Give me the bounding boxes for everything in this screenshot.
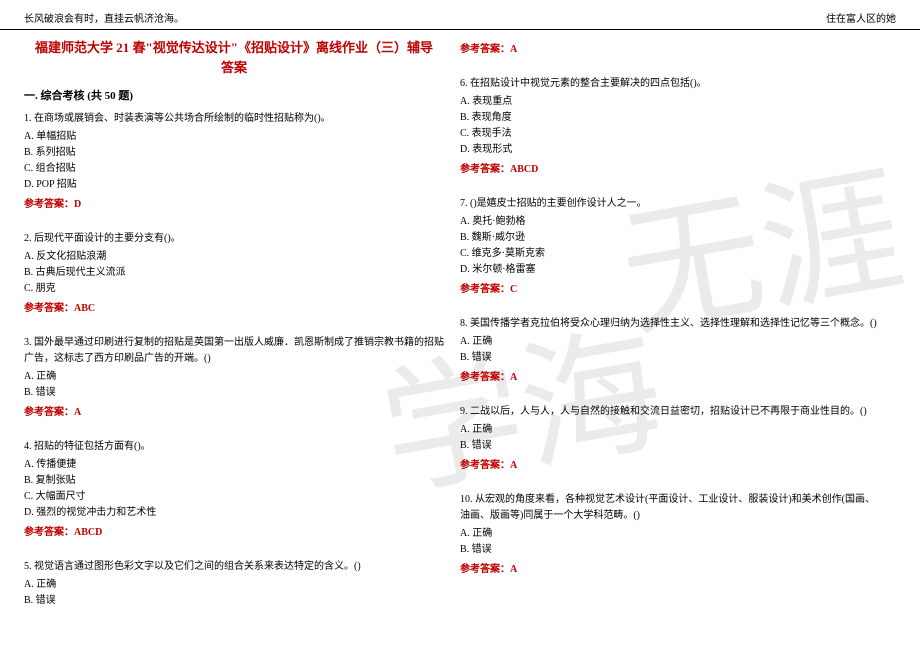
question-option: B. 魏斯·威尔逊	[460, 230, 880, 246]
question-option: A. 单幅招贴	[24, 129, 444, 145]
question-block: 4. 招贴的特征包括方面有()。 A. 传播便捷B. 复制张贴C. 大幅面尺寸D.…	[24, 439, 444, 541]
answer-label: 参考答案：ABCD	[24, 525, 444, 541]
question-block: 9. 二战以后，人与人，人与自然的接触和交流日益密切，招贴设计已不再限于商业性目…	[460, 404, 880, 474]
question-block: 2. 后现代平面设计的主要分支有()。 A. 反文化招贴浪潮B. 古典后现代主义流…	[24, 231, 444, 317]
question-option: B. 错误	[460, 350, 880, 366]
question-stem: 10. 从宏观的角度来看，各种视觉艺术设计(平面设计、工业设计、服装设计)和美术…	[460, 492, 880, 524]
section-heading: 一. 综合考核 (共 50 题)	[24, 87, 444, 103]
question-stem: 3. 国外最早通过印刷进行复制的招贴是英国第一出版人威廉．凯恩斯制成了推销宗教书…	[24, 335, 444, 367]
question-option: B. 错误	[460, 438, 880, 454]
question-block: 8. 美国传播学者克拉伯将受众心理归纳为选择性主义、选择性理解和选择性记忆等三个…	[460, 316, 880, 386]
question-option: B. 系列招贴	[24, 145, 444, 161]
page-header: 长风破浪会有时，直挂云帆济沧海。 住在富人区的她	[0, 0, 920, 30]
question-option: A. 正确	[460, 422, 880, 438]
question-option: C. 朋克	[24, 281, 444, 297]
question-stem: 2. 后现代平面设计的主要分支有()。	[24, 231, 444, 247]
question-option: B. 古典后现代主义流派	[24, 265, 444, 281]
left-column: 福建师范大学 21 春"视觉传达设计"《招贴设计》离线作业（三）辅导答案 一. …	[24, 38, 460, 627]
question-option: D. POP 招贴	[24, 177, 444, 193]
question-option: A. 正确	[460, 526, 880, 542]
question-option: C. 组合招贴	[24, 161, 444, 177]
question-option: C. 表现手法	[460, 126, 880, 142]
content: 福建师范大学 21 春"视觉传达设计"《招贴设计》离线作业（三）辅导答案 一. …	[0, 30, 920, 635]
question-option: B. 错误	[24, 385, 444, 401]
answer-label: 参考答案：ABC	[24, 301, 444, 317]
document-title: 福建师范大学 21 春"视觉传达设计"《招贴设计》离线作业（三）辅导答案	[24, 38, 444, 77]
question-option: B. 错误	[460, 542, 880, 558]
question-option: A. 传播便捷	[24, 457, 444, 473]
question-block: 6. 在招贴设计中视觉元素的整合主要解决的四点包括()。 A. 表现重点B. 表现…	[460, 76, 880, 178]
question-block: 5. 视觉语言通过图形色彩文字以及它们之间的组合关系来表达特定的含义。() A. …	[24, 559, 444, 609]
answer-label: 参考答案：A	[460, 562, 880, 578]
answer-label: 参考答案：A	[460, 42, 880, 58]
answer-label: 参考答案：ABCD	[460, 162, 880, 178]
question-stem: 5. 视觉语言通过图形色彩文字以及它们之间的组合关系来表达特定的含义。()	[24, 559, 444, 575]
question-option: B. 表现角度	[460, 110, 880, 126]
header-left: 长风破浪会有时，直挂云帆济沧海。	[24, 10, 184, 25]
question-block: 10. 从宏观的角度来看，各种视觉艺术设计(平面设计、工业设计、服装设计)和美术…	[460, 492, 880, 578]
question-option: C. 大幅面尺寸	[24, 489, 444, 505]
question-stem: 1. 在商场或展销会、时装表演等公共场合所绘制的临时性招贴称为()。	[24, 111, 444, 127]
question-block: 7. ()是嬉皮士招贴的主要创作设计人之一。 A. 奥托·鲍勃格B. 魏斯·威尔逊…	[460, 196, 880, 298]
header-right: 住在富人区的她	[826, 10, 896, 25]
question-option: A. 表现重点	[460, 94, 880, 110]
question-option: D. 米尔顿·格雷塞	[460, 262, 880, 278]
question-option: A. 正确	[460, 334, 880, 350]
question-option: A. 正确	[24, 369, 444, 385]
question-option: C. 维克多·莫斯克索	[460, 246, 880, 262]
question-block: 1. 在商场或展销会、时装表演等公共场合所绘制的临时性招贴称为()。 A. 单幅招…	[24, 111, 444, 213]
answer-label: 参考答案：A	[460, 370, 880, 386]
answer-label: 参考答案：A	[24, 405, 444, 421]
right-column: 参考答案：A 6. 在招贴设计中视觉元素的整合主要解决的四点包括()。 A. 表现重…	[460, 38, 896, 627]
question-option: B. 错误	[24, 593, 444, 609]
question-stem: 8. 美国传播学者克拉伯将受众心理归纳为选择性主义、选择性理解和选择性记忆等三个…	[460, 316, 880, 332]
question-stem: 9. 二战以后，人与人，人与自然的接触和交流日益密切，招贴设计已不再限于商业性目…	[460, 404, 880, 420]
question-option: B. 复制张贴	[24, 473, 444, 489]
question-stem: 6. 在招贴设计中视觉元素的整合主要解决的四点包括()。	[460, 76, 880, 92]
question-option: A. 奥托·鲍勃格	[460, 214, 880, 230]
question-block: 3. 国外最早通过印刷进行复制的招贴是英国第一出版人威廉．凯恩斯制成了推销宗教书…	[24, 335, 444, 421]
question-stem: 4. 招贴的特征包括方面有()。	[24, 439, 444, 455]
answer-label: 参考答案：C	[460, 282, 880, 298]
question-option: D. 表现形式	[460, 142, 880, 158]
question-block: 参考答案：A	[460, 42, 880, 58]
question-option: A. 正确	[24, 577, 444, 593]
question-option: D. 强烈的视觉冲击力和艺术性	[24, 505, 444, 521]
question-option: A. 反文化招贴浪潮	[24, 249, 444, 265]
answer-label: 参考答案：D	[24, 197, 444, 213]
question-stem: 7. ()是嬉皮士招贴的主要创作设计人之一。	[460, 196, 880, 212]
answer-label: 参考答案：A	[460, 458, 880, 474]
